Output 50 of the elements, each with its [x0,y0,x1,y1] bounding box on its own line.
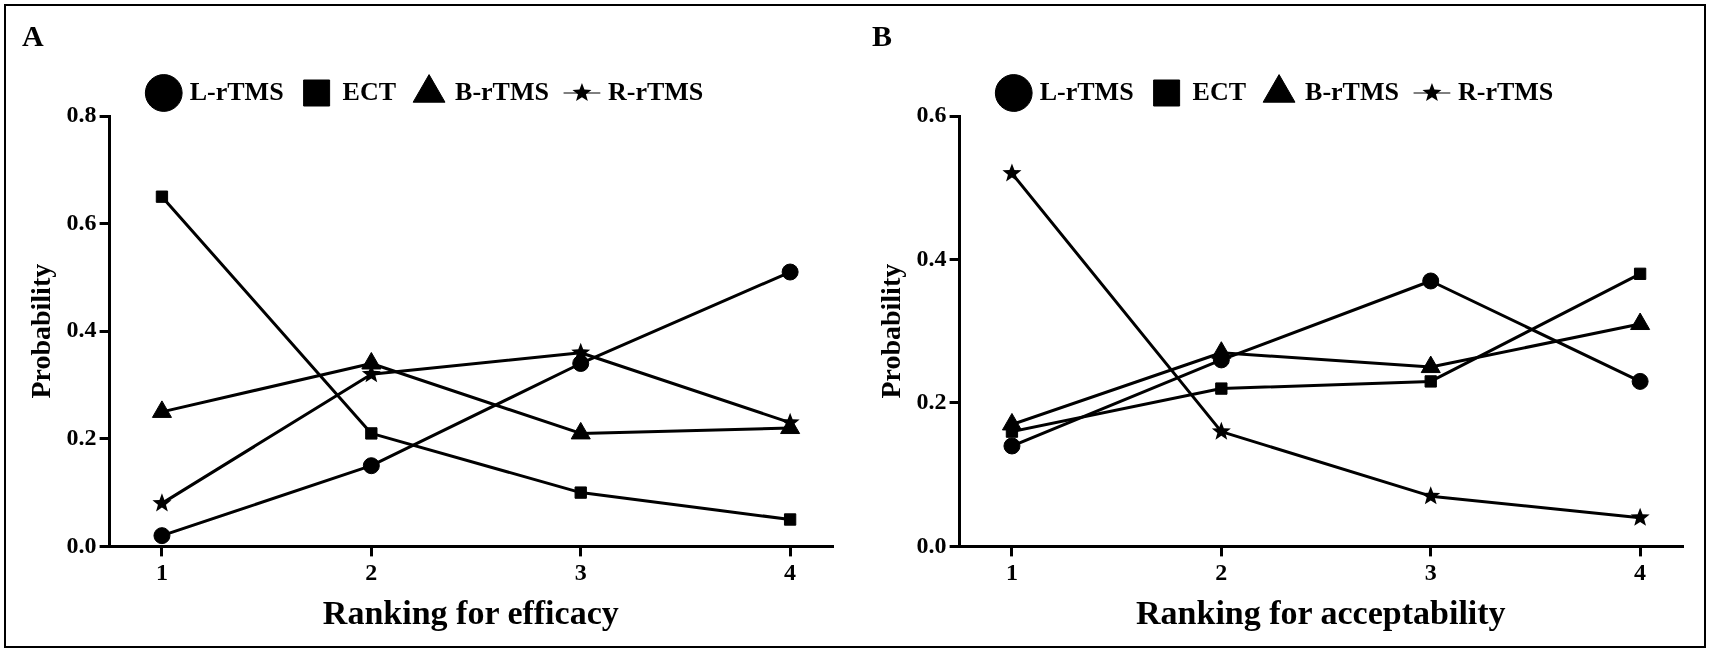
point [153,527,171,545]
x-tick-label: 3 [574,559,587,585]
legend-label: ECT [342,76,397,106]
point [783,513,797,526]
point [1630,507,1650,526]
point [1211,421,1231,440]
point [1421,486,1441,505]
legend-label: L-rTMS [189,76,284,106]
point [571,342,591,361]
point [155,190,169,203]
point [152,493,172,512]
x-tick-label: 4 [784,559,797,585]
y-tick-label: 0.8 [66,101,97,128]
legend-label: R-rTMS [1457,76,1554,106]
y-tick-label: 0.0 [66,531,97,558]
legend-label: ECT [1192,76,1247,106]
point [1002,163,1022,182]
point [781,263,799,281]
y-tick-label: 0.2 [916,388,947,415]
point [1215,382,1228,395]
legend-label: B-rTMS [455,76,549,106]
x-tick-label: 4 [1634,559,1647,585]
y-tick-label: 0.2 [66,424,97,450]
x-axis-title: Ranking for efficacy [322,594,619,632]
x-tick-label: 2 [365,559,378,585]
y-tick-label: 0.0 [916,531,947,558]
x-tick-label: 2 [1215,559,1228,585]
point [1631,372,1649,390]
chart-title: B [872,18,893,52]
point [574,486,587,499]
x-tick-label: 3 [1424,559,1437,585]
legend-label: L-rTMS [1039,76,1134,106]
chart-title: A [22,18,44,52]
point [365,427,378,440]
y-tick-label: 0.4 [916,244,947,271]
point [362,457,380,475]
y-tick-label: 0.6 [66,208,97,235]
x-tick-label: 1 [1005,559,1018,585]
y-axis-title: Probability [25,263,57,399]
legend-label: B-rTMS [1305,76,1399,106]
y-tick-label: 0.6 [916,101,947,128]
point [1633,267,1647,280]
point [1003,437,1021,455]
point [1424,375,1437,388]
y-tick-label: 0.4 [66,316,97,343]
point [1422,272,1440,290]
legend-label: R-rTMS [607,76,704,106]
x-tick-label: 1 [155,559,168,585]
y-axis-title: Probability [875,263,907,399]
x-axis-title: Ranking for acceptability [1136,594,1506,632]
